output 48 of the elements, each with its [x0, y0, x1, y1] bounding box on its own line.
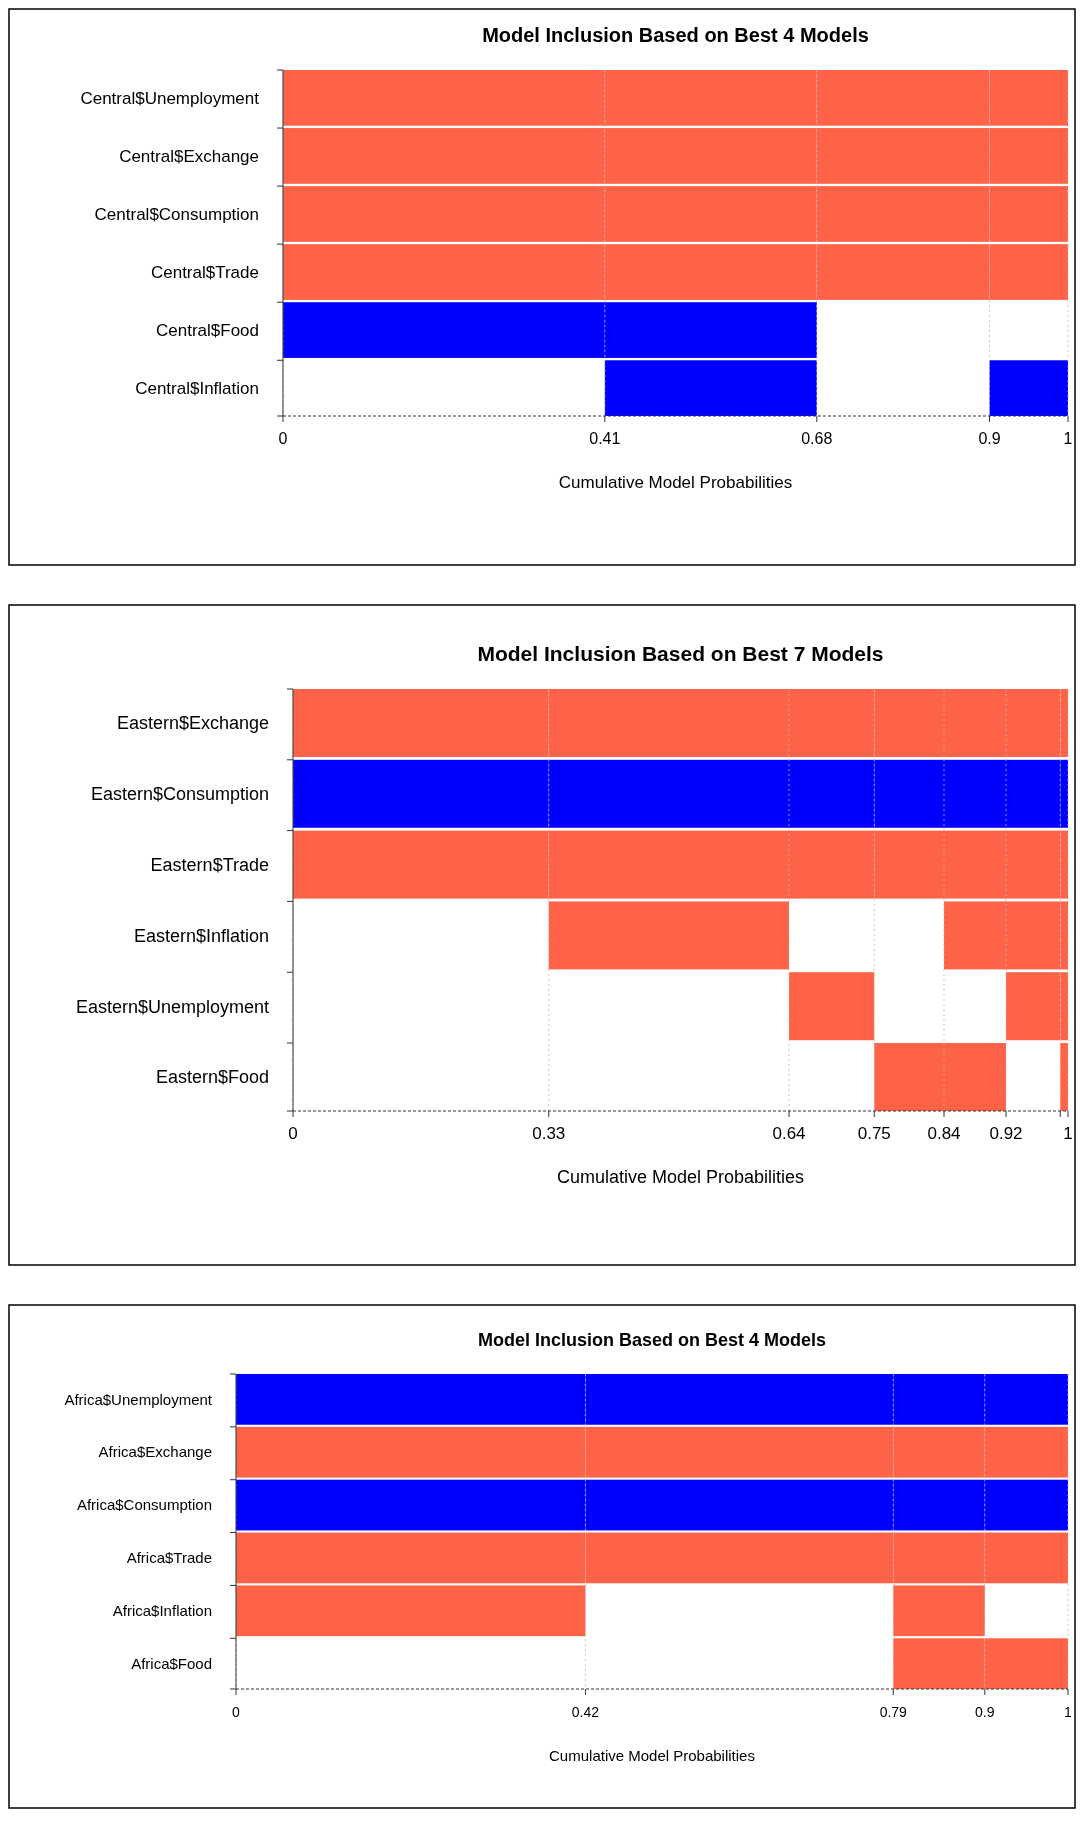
bar [1060, 1043, 1068, 1111]
x-tick-label: 0.42 [571, 1704, 600, 1720]
x-tick-label: 0 [278, 430, 288, 447]
x-tick-label: 0 [288, 1124, 298, 1143]
y-tick-label: Central$Food [155, 321, 259, 341]
bar [548, 901, 789, 970]
bar [989, 360, 1068, 416]
y-tick-label: Africa$Food [131, 1654, 212, 1672]
x-tick-label: 0.9 [978, 430, 1001, 447]
x-tick-label: 0.9 [975, 1704, 995, 1720]
x-tick-label: 0.79 [879, 1704, 908, 1720]
y-tick-label: Africa$Inflation [112, 1602, 212, 1620]
y-tick-label: Africa$Exchange [98, 1443, 212, 1461]
x-tick-label: 0.75 [857, 1124, 891, 1143]
bar [236, 1585, 586, 1637]
y-tick-label: Eastern$Unemployment [75, 996, 269, 1017]
x-tick-label: 0.84 [927, 1124, 961, 1143]
y-tick-label: Central$Exchange [119, 146, 259, 166]
bar [893, 1585, 985, 1637]
chart-title: Model Inclusion Based on Best 4 Models [477, 1330, 827, 1350]
x-tick-label: 1 [1064, 1704, 1073, 1720]
x-tick-label: 0.41 [589, 430, 621, 447]
bar [789, 972, 875, 1041]
x-axis-title: Cumulative Model Probabilities [558, 473, 793, 492]
chart-title: Model Inclusion Based on Best 4 Models [482, 24, 869, 46]
y-tick-label: Central$Consumption [94, 204, 259, 224]
x-tick-label: 0 [232, 1704, 241, 1720]
y-tick-label: Africa$Consumption [76, 1496, 212, 1514]
x-tick-label: 0.68 [801, 430, 833, 447]
x-tick-label: 0.92 [989, 1124, 1023, 1143]
y-tick-label: Eastern$Exchange [116, 713, 269, 734]
x-tick-label: 1 [1063, 430, 1073, 447]
y-tick-label: Eastern$Trade [150, 854, 269, 875]
y-tick-label: Central$Trade [150, 262, 259, 282]
x-tick-label: 0.33 [532, 1124, 566, 1143]
x-axis-title: Cumulative Model Probabilities [556, 1167, 805, 1187]
y-tick-label: Africa$Unemployment [64, 1390, 213, 1408]
y-tick-label: Eastern$Inflation [133, 925, 269, 946]
y-tick-label: Central$Inflation [135, 379, 259, 399]
bar [604, 360, 817, 416]
y-tick-label: Central$Unemployment [80, 88, 260, 108]
x-tick-label: 0.64 [772, 1124, 806, 1143]
y-tick-label: Eastern$Consumption [90, 784, 269, 805]
chart-title: Model Inclusion Based on Best 7 Models [477, 642, 884, 665]
x-axis-title: Cumulative Model Probabilities [549, 1747, 755, 1764]
y-tick-label: Eastern$Food [155, 1067, 269, 1088]
y-tick-label: Africa$Trade [126, 1549, 212, 1567]
x-tick-label: 1 [1063, 1124, 1073, 1143]
